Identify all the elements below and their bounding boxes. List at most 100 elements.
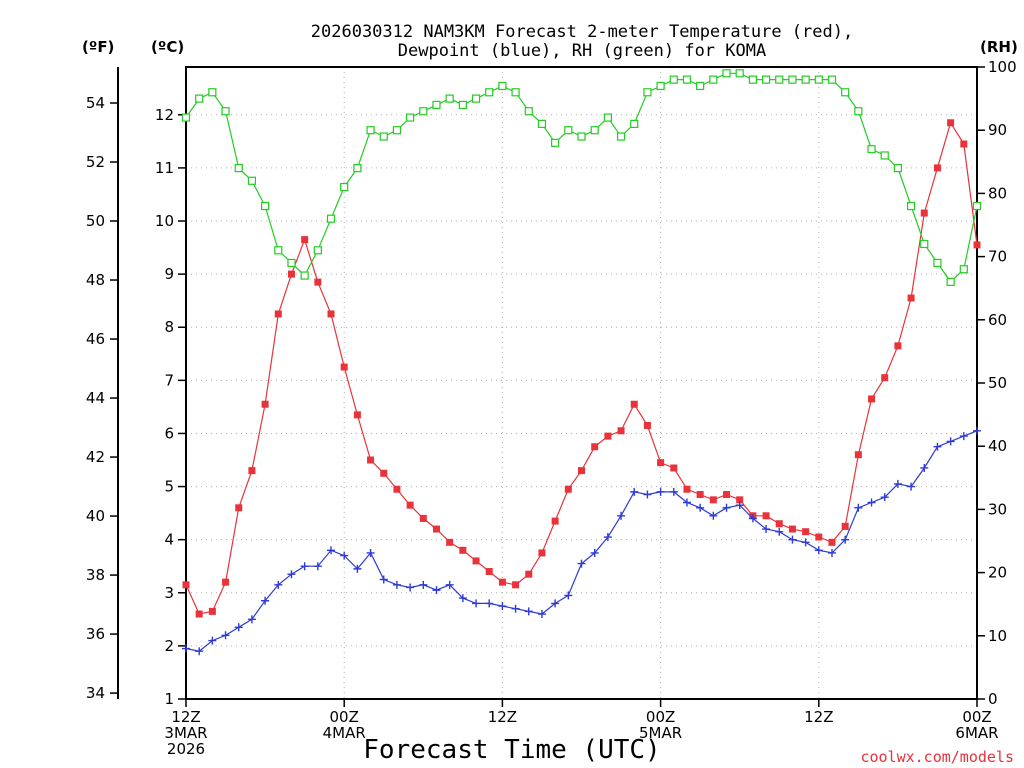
rh-tick-label: 60 <box>988 311 1007 329</box>
dewpoint-point <box>788 535 797 544</box>
dewpoint-point <box>445 580 454 589</box>
dewpoint-point <box>643 490 652 499</box>
dewpoint-point <box>287 570 296 579</box>
rh-point <box>669 75 678 84</box>
celsius-tick-label: 12 <box>155 106 174 124</box>
temperature-point <box>815 533 823 541</box>
credit-text[interactable]: coolwx.com/models <box>860 748 1014 766</box>
dewpoint-point <box>748 514 757 523</box>
temperature-point <box>498 578 506 586</box>
temperature-point <box>446 538 454 546</box>
fahrenheit-tick-label: 44 <box>86 389 105 407</box>
x-tick-label: 00Z <box>962 708 991 726</box>
rh-point <box>234 164 243 173</box>
dewpoint-point <box>340 551 349 560</box>
dewpoint-point <box>564 591 573 600</box>
dewpoint-point <box>682 498 691 507</box>
rh-tick-label: 70 <box>988 248 1007 266</box>
rh-point <box>537 119 547 128</box>
rh-tick-label: 0 <box>988 690 998 708</box>
rh-point <box>406 113 415 122</box>
rh-point <box>696 81 705 91</box>
temperature-point <box>604 432 612 440</box>
temperature-point <box>854 451 862 459</box>
dewpoint-point <box>208 636 217 645</box>
rh-point <box>221 107 230 116</box>
rh-point <box>761 75 771 84</box>
temperature-point <box>630 400 638 408</box>
dewpoint-point <box>933 442 942 451</box>
temperature-point <box>802 528 810 536</box>
rh-point <box>564 126 573 135</box>
rh-point <box>247 176 257 185</box>
dewpoint-point <box>722 503 731 512</box>
rh-point <box>471 94 481 103</box>
rh-point <box>643 88 652 97</box>
rh-tick-label: 50 <box>988 374 1007 392</box>
temperature-point <box>222 578 230 586</box>
celsius-tick-label: 8 <box>164 318 174 336</box>
rh-point <box>682 75 692 84</box>
plot-frame <box>185 66 978 700</box>
chart-title-line2: Dewpoint (blue), RH (green) for KOMA <box>398 41 766 61</box>
temperature-point <box>643 421 651 429</box>
rh-tick-label: 100 <box>988 58 1017 76</box>
temperature-point <box>525 570 533 578</box>
temperature-point <box>657 459 665 467</box>
x-tick-label: 12Z <box>804 708 833 726</box>
rh-point <box>498 81 507 91</box>
temperature-point <box>775 520 783 528</box>
rh-point <box>616 132 626 141</box>
temperature-point <box>564 485 572 493</box>
rh-point <box>722 69 731 78</box>
dewpoint-point <box>234 623 243 632</box>
temperature-point <box>380 469 388 477</box>
dewpoint-point <box>485 599 494 608</box>
dewpoint-point <box>577 559 586 568</box>
rh-point <box>590 126 599 135</box>
temperature-point <box>723 491 731 499</box>
celsius-unit-label: (ºC) <box>151 38 184 56</box>
rh-point <box>274 246 283 255</box>
temperature-point <box>512 581 520 589</box>
dewpoint-point <box>735 501 744 510</box>
x-tick-label: 3MAR <box>164 724 207 742</box>
fahrenheit-tick-label: 52 <box>86 153 105 171</box>
rh-point <box>748 75 757 84</box>
rh-point <box>801 75 810 84</box>
fahrenheit-tick-label: 48 <box>86 271 105 289</box>
temperature-point <box>617 427 625 435</box>
rh-point <box>880 151 889 160</box>
rh-axis: 0 10 20 30 40 50 60 70 80 90 100 <box>977 58 1017 708</box>
temperature-point <box>459 546 467 554</box>
rh-point <box>959 265 968 274</box>
rh-point <box>300 271 309 280</box>
temperature-point <box>472 557 480 565</box>
dewpoint-point <box>327 546 336 555</box>
rh-tick-label: 10 <box>988 627 1007 645</box>
temperature-point <box>683 485 691 493</box>
dewpoint-point <box>366 548 375 557</box>
dewpoint-point <box>696 503 705 512</box>
dewpoint-point <box>182 644 190 653</box>
temperature-point <box>973 241 981 249</box>
series-layer <box>181 69 982 656</box>
fahrenheit-tick-label: 40 <box>86 507 105 525</box>
temperature-point <box>894 342 902 350</box>
dewpoint-point <box>867 498 876 507</box>
dewpoint-series <box>182 426 981 656</box>
x-tick-label: 5MAR <box>639 724 682 742</box>
x-tick-label: 2026 <box>167 740 205 758</box>
dewpoint-point <box>274 580 283 589</box>
rh-point <box>577 132 586 141</box>
dewpoint-line <box>185 430 978 652</box>
rh-point <box>630 119 639 128</box>
temperature-point <box>920 209 928 217</box>
dewpoint-point <box>419 580 428 589</box>
rh-point <box>458 100 467 110</box>
rh-point <box>287 258 296 268</box>
dewpoint-point <box>392 580 401 589</box>
rh-tick-label: 40 <box>988 437 1007 455</box>
dewpoint-point <box>472 599 481 608</box>
gridlines <box>185 67 978 700</box>
